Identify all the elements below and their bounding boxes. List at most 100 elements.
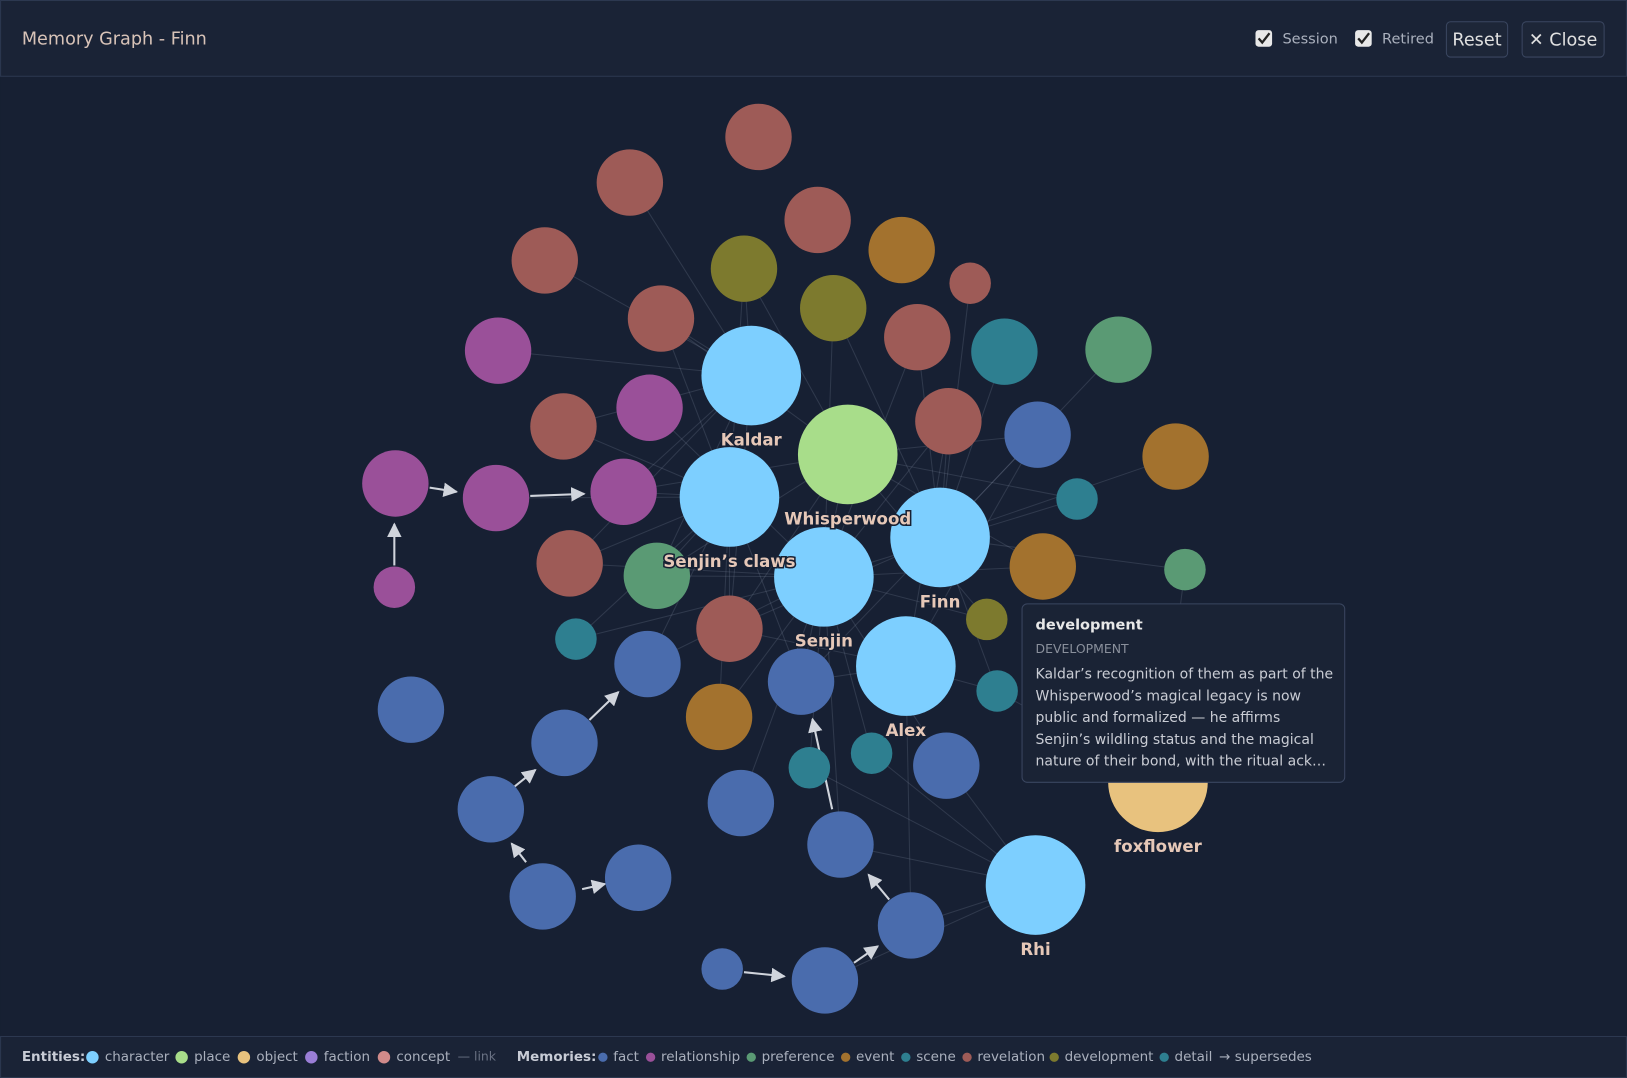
memory-node <box>701 948 743 990</box>
memory-node <box>1009 533 1076 600</box>
legend-entry: place <box>194 1049 230 1065</box>
node-label: Kaldar <box>721 430 783 449</box>
memory-node <box>462 464 530 532</box>
memory-node <box>627 285 695 352</box>
reset-button[interactable] <box>1445 21 1509 58</box>
check-mark <box>1357 32 1371 45</box>
tooltip-body: Kaldar’s recognition of them as part of … <box>1035 666 1334 770</box>
legend-entry: → supersedes <box>1219 1049 1312 1065</box>
memory-node <box>531 709 598 777</box>
memory-node <box>377 676 445 743</box>
memory-node <box>884 303 951 371</box>
memory-node <box>373 566 416 608</box>
toggle-label[interactable]: Retired <box>1382 31 1434 47</box>
legend-entry: preference <box>762 1049 835 1065</box>
retired-checkbox[interactable] <box>1355 30 1372 47</box>
node-label: Whisperwood <box>784 509 911 528</box>
legend-entry: detail <box>1175 1049 1213 1065</box>
supersedes-arrow <box>429 482 459 497</box>
node-label: Rhi <box>1020 940 1050 959</box>
memory-node <box>1004 401 1071 468</box>
memory-node <box>604 844 672 911</box>
memory-node <box>784 186 851 254</box>
supersedes-arrow <box>530 487 586 502</box>
memory-node <box>1142 423 1209 490</box>
supersedes-arrow <box>743 967 786 983</box>
legend-dot <box>175 1051 188 1064</box>
legend-entry: revelation <box>977 1049 1045 1065</box>
memory-node <box>536 530 603 597</box>
memory-node <box>791 947 859 1014</box>
memory-node <box>1056 478 1098 520</box>
memory-node <box>457 776 525 843</box>
supersedes-arrow <box>853 945 880 964</box>
legend-entry: character <box>105 1049 170 1065</box>
memory-node <box>1085 316 1152 383</box>
entity-node <box>985 835 1086 935</box>
memory-node <box>555 618 597 660</box>
legend-dot <box>645 1052 656 1062</box>
entity-node <box>856 616 956 716</box>
supersedes-arrow <box>514 768 537 788</box>
memory-node <box>590 458 657 525</box>
legend-entry: development <box>1065 1049 1154 1065</box>
memory-node <box>850 732 893 775</box>
entity-node <box>797 404 898 505</box>
memory-node <box>800 274 867 342</box>
legend-entry: event <box>856 1049 894 1065</box>
legend-dot <box>237 1051 251 1064</box>
legend-dot <box>305 1051 318 1064</box>
close-button[interactable] <box>1521 21 1605 58</box>
memory-node <box>1164 548 1206 591</box>
toggle-label[interactable]: Session <box>1282 31 1337 47</box>
memory-node <box>685 683 753 751</box>
legend-dot <box>840 1052 851 1062</box>
supersedes-arrow <box>867 873 891 901</box>
memory-node <box>509 863 576 930</box>
legend-entry: concept <box>396 1049 450 1065</box>
button-label[interactable]: ✕ Close <box>1529 30 1597 50</box>
entity-node <box>701 325 802 426</box>
legend-dot <box>598 1052 608 1062</box>
tooltip-text: Kaldar’s recognition of them as part of … <box>1035 666 1334 770</box>
legend-heading: Memories: <box>517 1049 597 1065</box>
memory-node <box>623 542 691 610</box>
session-checkbox[interactable] <box>1255 30 1273 47</box>
memory-node <box>788 747 831 789</box>
entity-node <box>679 447 780 547</box>
legend-dot <box>746 1052 756 1062</box>
legend-heading: Entities: <box>22 1049 85 1065</box>
supersedes-arrow <box>581 879 607 894</box>
memory-node <box>949 262 991 304</box>
tooltip <box>1021 603 1346 783</box>
legend-entry: object <box>256 1049 298 1065</box>
button-label[interactable]: Reset <box>1452 30 1501 50</box>
legend-dot <box>1049 1052 1059 1062</box>
legend-entry: faction <box>324 1049 370 1065</box>
memory-node <box>362 450 429 517</box>
node-label: Finn <box>920 592 961 611</box>
memory-node <box>464 317 532 384</box>
legend-entry: — link <box>458 1049 497 1064</box>
node-label: foxflower <box>1114 837 1203 856</box>
memory-node <box>976 670 1018 712</box>
memory-node <box>530 393 597 460</box>
node-label: Alex <box>886 721 927 740</box>
legend-dot <box>962 1052 972 1062</box>
check-mark <box>1257 32 1271 45</box>
legend-dot <box>901 1052 911 1062</box>
memory-node <box>710 235 778 302</box>
memory-node <box>877 892 945 959</box>
memory-node <box>614 630 681 698</box>
memory-node <box>913 732 980 799</box>
node-label: Senjin <box>795 632 853 651</box>
tooltip-title: development <box>1036 618 1143 634</box>
tooltip-type: DEVELOPMENT <box>1036 641 1129 656</box>
memory-node <box>915 388 982 455</box>
memory-node <box>696 595 763 662</box>
memory-node <box>596 149 664 216</box>
legend-entry: fact <box>613 1049 639 1065</box>
legend-dot <box>377 1051 391 1064</box>
entity-node <box>774 527 874 627</box>
